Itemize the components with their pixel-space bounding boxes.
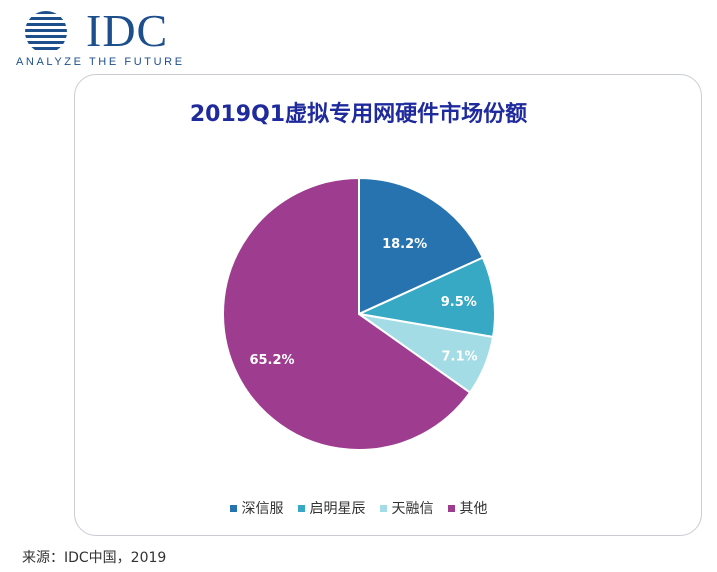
globe-icon (25, 11, 67, 50)
source-note: 来源：IDC中国，2019 (22, 550, 167, 566)
chart-legend: 深信服 启明星辰 天融信 其他 (0, 498, 717, 518)
legend-label: 其他 (459, 501, 488, 517)
logo-text: IDC (86, 5, 169, 56)
pie-slice-2 (355, 256, 496, 339)
legend-item: 天融信 (379, 498, 434, 518)
legend-swatch (229, 504, 237, 512)
slice-label-1: 18.2% (382, 237, 427, 252)
legend-item: 深信服 (229, 498, 284, 518)
legend-item: 其他 (447, 498, 488, 518)
slice-label-3: 7.1% (441, 350, 477, 365)
legend-label: 启明星辰 (309, 501, 366, 517)
legend-swatch (379, 504, 387, 512)
legend-label: 深信服 (241, 501, 284, 517)
legend-swatch (297, 504, 305, 512)
slice-label-4: 65.2% (249, 353, 294, 368)
chart-title: 2019Q1虚拟专用网硬件市场份额 (189, 102, 528, 127)
pie-slice-1 (358, 176, 485, 316)
legend-item: 启明星辰 (297, 498, 366, 518)
legend-swatch (447, 504, 455, 512)
slice-label-2: 9.5% (441, 295, 477, 310)
legend-label: 天融信 (391, 501, 434, 517)
logo-tagline: ANALYZE THE FUTURE (16, 56, 185, 68)
idc-logo: IDC ANALYZE THE FUTURE (14, 6, 184, 70)
pie-slice-4 (222, 176, 472, 451)
